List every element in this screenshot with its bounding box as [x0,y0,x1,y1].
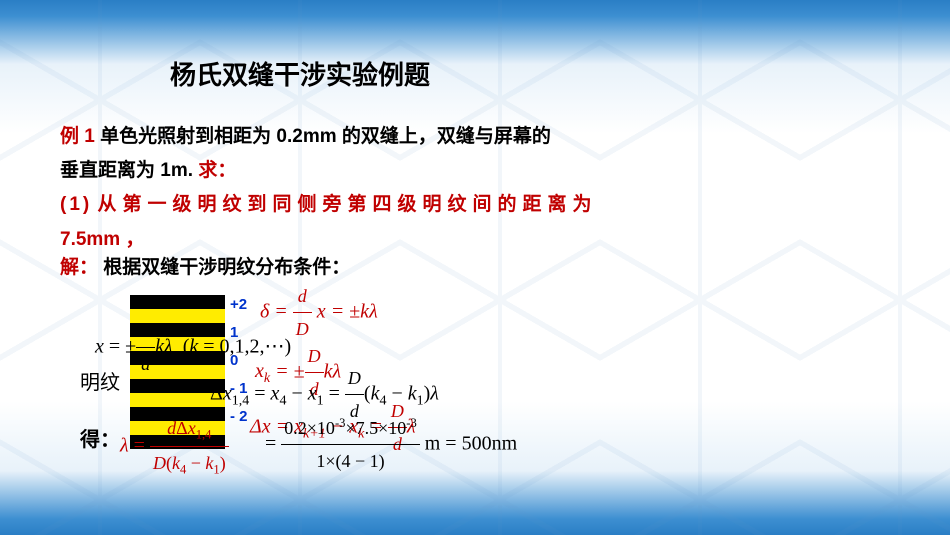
result-label: 得： [80,422,120,458]
problem-statement: 例 1 单色光照射到相距为 0.2mm 的双缝上，双缝与屏幕的 [60,120,890,154]
condition-text: 根据双缝干涉明纹分布条件： [103,257,350,278]
slide-content: 杨氏双缝干涉实验例题 例 1 单色光照射到相距为 0.2mm 的双缝上，双缝与屏… [60,30,890,505]
problem-label: 例 1 [60,126,95,147]
fringe-dark [130,295,225,309]
q1-label: (1) [60,194,92,215]
solution-label: 解： [60,257,98,278]
math-area: +2 1 0 - 1 - 2 δ = dD x = ±kλ x = ±Ddkλ … [60,280,890,510]
bright-label: 明纹 [80,365,120,401]
slide-title: 杨氏双缝干涉实验例题 [170,55,890,92]
q1-text: 从第一级明纹到同侧旁第四级明纹间的距离为 [98,194,598,215]
formula-lambda-rhs: = 0.2×10-3×7.5×10-31×(4 − 1) m = 500nm [265,412,517,478]
problem-line2: 垂直距离为 1m. [60,160,193,181]
slide-body: 例 1 单色光照射到相距为 0.2mm 的双缝上，双缝与屏幕的 垂直距离为 1m… [60,120,890,510]
problem-ask: 求： [198,160,236,181]
problem-line2-row: 垂直距离为 1m. 求： [60,154,890,188]
question-1: (1) 从第一级明纹到同侧旁第四级明纹间的距离为 [60,188,890,222]
formula-lambda-lhs: λ = dΔx1,4D(k4 − k1) [120,412,229,482]
problem-line1: 单色光照射到相距为 0.2mm 的双缝上，双缝与屏幕的 [100,126,551,147]
